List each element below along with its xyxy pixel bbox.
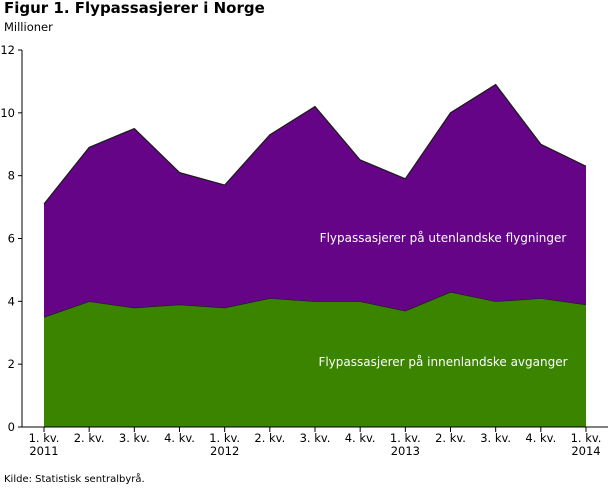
x-tick-label-8: 4. kv. bbox=[345, 431, 376, 445]
y-tick-label-10: 10 bbox=[0, 106, 15, 120]
x-tick-label-13: 1. kv. bbox=[571, 431, 602, 445]
x-tick-label-10: 2. kv. bbox=[435, 431, 466, 445]
x-tick-label-5: 1. kv. bbox=[209, 431, 240, 445]
x-tick-label-12: 4. kv. bbox=[525, 431, 556, 445]
x-tick-label-9: 1. kv. bbox=[390, 431, 421, 445]
x-tick-label-7: 3. kv. bbox=[300, 431, 331, 445]
x-tick-year-label-5: 2012 bbox=[210, 444, 239, 458]
y-tick-label-12: 12 bbox=[0, 43, 15, 57]
source-note: Kilde: Statistisk sentralbyrå. bbox=[4, 474, 145, 485]
x-tick-label-2: 2. kv. bbox=[74, 431, 105, 445]
chart-title: Figur 1. Flypassasjerer i Norge bbox=[4, 0, 265, 17]
area-series-group bbox=[43, 83, 587, 427]
series-label-2: Flypassasjerer på utenlandske flygninger bbox=[320, 231, 567, 245]
series-labels-group: Flypassasjerer på innenlandske avganger F… bbox=[318, 231, 567, 369]
x-tick-label-11: 3. kv. bbox=[480, 431, 511, 445]
x-tick-label-1: 1. kv. bbox=[29, 431, 60, 445]
y-tick-label-8: 8 bbox=[8, 169, 15, 183]
area-series-1 bbox=[44, 291, 586, 427]
x-tick-year-label-9: 2013 bbox=[391, 444, 420, 458]
x-tick-year-label-1: 2011 bbox=[29, 444, 58, 458]
x-tick-label-4: 4. kv. bbox=[164, 431, 195, 445]
series-label-1: Flypassasjerer på innenlandske avganger bbox=[318, 355, 567, 369]
x-tick-label-3: 3. kv. bbox=[119, 431, 150, 445]
area-series-2 bbox=[44, 84, 586, 318]
y-tick-label-6: 6 bbox=[8, 232, 15, 246]
area-series-2-outline bbox=[43, 83, 587, 205]
y-tick-label-2: 2 bbox=[8, 357, 15, 371]
y-tick-label-4: 4 bbox=[8, 294, 15, 308]
x-tick-year-label-13: 2014 bbox=[571, 444, 600, 458]
x-tick-label-6: 2. kv. bbox=[254, 431, 285, 445]
y-tick-label-0: 0 bbox=[8, 420, 15, 434]
y-axis-unit-label: Millioner bbox=[4, 20, 53, 34]
